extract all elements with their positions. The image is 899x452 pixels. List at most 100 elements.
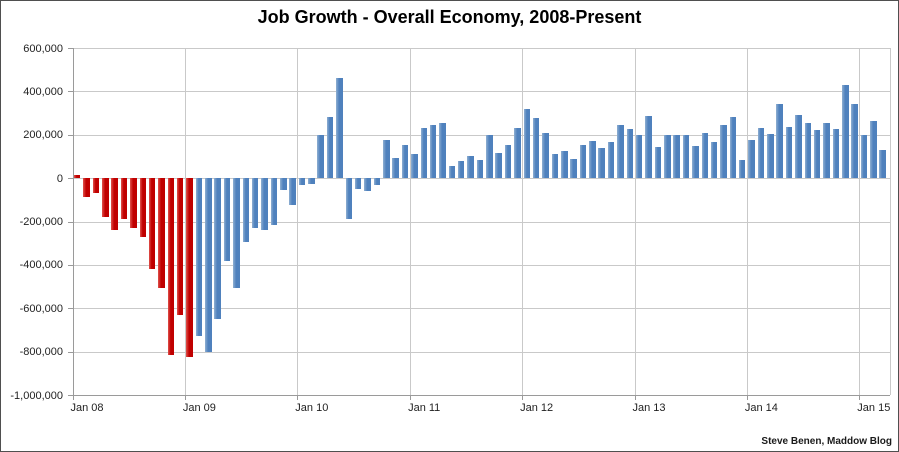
- chart-bar-Mar-09: [205, 178, 212, 352]
- chart-bar-Jun-13: [682, 134, 690, 179]
- y-axis-tick: [67, 264, 73, 266]
- chart-bar-Mar-10: [317, 134, 324, 179]
- chart-bar-Nov-10: [392, 157, 399, 179]
- chart-bar-Feb-12: [532, 118, 540, 179]
- chart-bar-Jul-09: [242, 178, 250, 243]
- y-axis-tick: [67, 178, 73, 180]
- chart-bar-May-13: [673, 134, 680, 179]
- x-axis-tick: [297, 395, 299, 400]
- year-gridline: [297, 48, 299, 395]
- chart-bar-Sep-11: [486, 134, 493, 179]
- chart-bar-Nov-13: [729, 117, 737, 179]
- y-axis-tick: [67, 134, 73, 136]
- chart-bar-Feb-13: [645, 116, 652, 179]
- chart-bar-Mar-08: [92, 178, 100, 194]
- chart-bar-Jun-10: [345, 178, 353, 220]
- chart-bar-Dec-13: [738, 159, 746, 179]
- chart-bar-Nov-08: [167, 178, 175, 355]
- y-gridline: [72, 48, 890, 49]
- chart-bar-Oct-10: [383, 140, 390, 179]
- chart-title: Job Growth - Overall Economy, 2008-Prese…: [257, 7, 642, 27]
- chart-bar-Feb-10: [308, 178, 315, 184]
- chart-bar-Dec-10: [401, 144, 409, 179]
- chart-bar-Sep-08: [148, 178, 156, 270]
- chart-bar-Mar-13: [654, 146, 662, 179]
- chart-bar-Jun-09: [233, 178, 240, 288]
- year-gridline: [409, 48, 411, 395]
- chart-bar-Mar-11: [429, 124, 437, 179]
- chart-bar-Sep-12: [598, 147, 605, 179]
- chart-bar-Apr-13: [664, 134, 671, 179]
- chart-bar-May-09: [223, 178, 231, 261]
- chart-bar-Jul-13: [692, 145, 699, 179]
- chart-bar-Apr-14: [776, 104, 783, 179]
- chart-bar-Jan-13: [635, 134, 643, 179]
- chart-bar-Feb-09: [195, 178, 203, 337]
- chart-bar-Oct-08: [158, 178, 165, 288]
- y-gridline: [72, 351, 890, 353]
- chart-bar-Jan-14: [748, 140, 755, 179]
- y-axis-tick: [67, 91, 73, 93]
- y-gridline: [72, 308, 890, 310]
- chart-bar-Oct-14: [832, 129, 840, 179]
- chart-bar-Jun-14: [795, 115, 802, 179]
- y-axis-tick: [67, 221, 73, 223]
- y-axis-label: -400,000: [19, 259, 63, 272]
- chart-bar-Dec-11: [514, 128, 521, 179]
- x-axis-label: Jan 15: [857, 402, 891, 414]
- chart-bar-Mar-15: [879, 149, 886, 179]
- chart-bar-Aug-08: [139, 178, 146, 237]
- y-axis-label: -600,000: [19, 302, 63, 315]
- chart-bar-Jan-11: [411, 154, 418, 179]
- chart-bar-Nov-09: [280, 178, 287, 191]
- chart-bar-Jun-08: [120, 178, 128, 220]
- chart-bar-Feb-14: [757, 128, 765, 179]
- chart-bar-Apr-09: [214, 178, 221, 320]
- x-axis-label: Jan 14: [744, 402, 778, 414]
- y-axis-tick: [67, 48, 73, 49]
- y-gridline: [72, 221, 890, 223]
- chart-bar-Aug-11: [476, 159, 484, 179]
- chart-bar-Oct-09: [270, 178, 278, 225]
- chart-bar-May-10: [336, 78, 343, 179]
- chart-bar-Mar-12: [542, 132, 549, 179]
- y-axis-label: 200,000: [23, 129, 63, 142]
- chart-bar-Oct-13: [720, 124, 727, 179]
- year-gridline: [634, 48, 636, 395]
- chart-bar-May-08: [111, 178, 118, 231]
- attribution: Steve Benen, Maddow Blog: [761, 436, 892, 447]
- chart-bar-Jul-11: [467, 156, 474, 179]
- x-axis-label: Jan 08: [70, 402, 104, 414]
- y-axis-tick: [67, 308, 73, 310]
- x-axis-tick: [522, 395, 524, 400]
- x-axis-tick: [746, 395, 748, 400]
- year-gridline: [522, 48, 524, 395]
- chart-bar-Apr-11: [439, 122, 446, 179]
- chart-bar-Nov-14: [842, 84, 849, 179]
- y-axis-label: -800,000: [19, 346, 63, 359]
- chart-bar-Jan-10: [298, 178, 306, 185]
- chart-bar-May-12: [561, 151, 568, 179]
- chart-bar-Jul-08: [130, 178, 137, 228]
- chart-bar-Apr-10: [326, 117, 334, 179]
- x-axis-label: Jan 12: [520, 402, 554, 414]
- x-axis-label: Jan 09: [182, 402, 216, 414]
- chart-bar-Dec-08: [176, 178, 184, 315]
- chart-bar-Dec-14: [851, 104, 858, 179]
- chart-bar-Aug-12: [589, 141, 596, 179]
- y-axis-tick: [67, 351, 73, 353]
- plot-right-border: [890, 48, 891, 395]
- chart-bar-Feb-15: [870, 120, 877, 179]
- chart-bar-Aug-13: [701, 132, 708, 179]
- x-axis-tick: [409, 395, 411, 400]
- chart-bar-Nov-11: [504, 144, 512, 179]
- chart-bar-May-11: [448, 166, 456, 179]
- y-axis-label: -200,000: [19, 216, 63, 228]
- y-gridline: [72, 178, 890, 180]
- x-axis-tick: [859, 395, 861, 400]
- chart-bar-Oct-12: [607, 142, 615, 179]
- y-axis-label: 0: [56, 172, 63, 185]
- chart-bar-Sep-13: [710, 142, 718, 179]
- x-axis-label: Jan 13: [632, 402, 666, 414]
- y-gridline: [72, 264, 890, 266]
